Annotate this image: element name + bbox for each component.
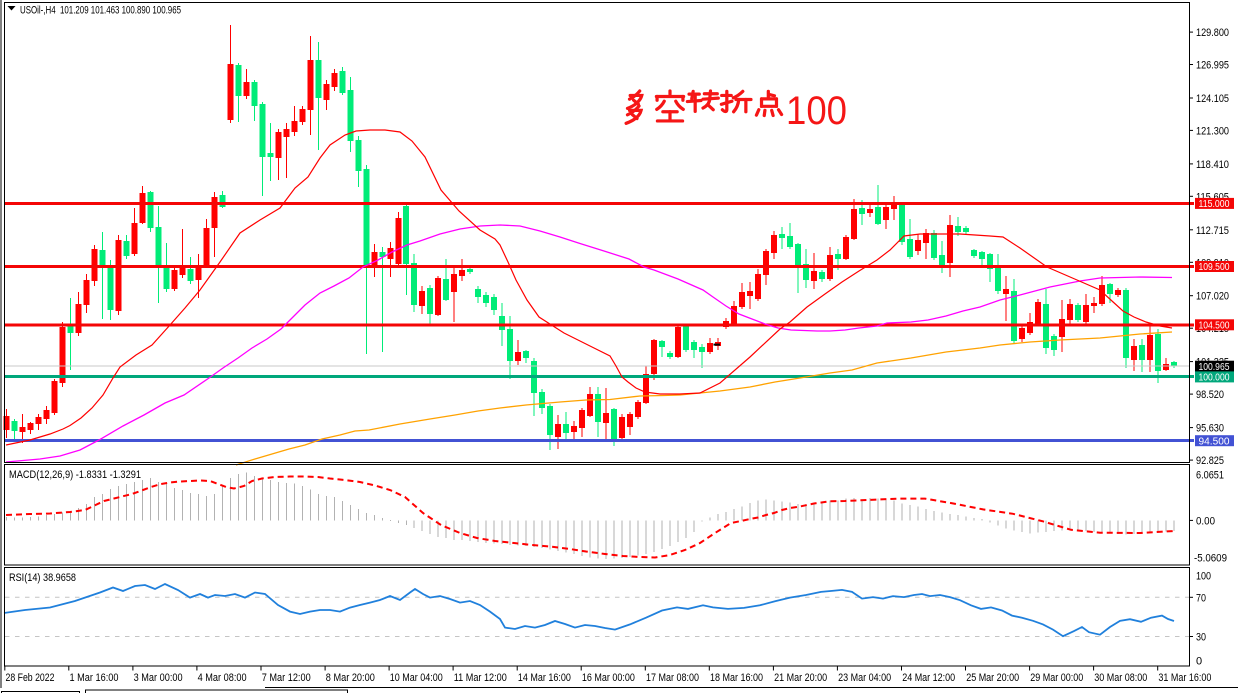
svg-text:24 Mar 12:00: 24 Mar 12:00 [902,672,955,684]
svg-text:16 Mar 00:00: 16 Mar 00:00 [582,672,635,684]
svg-text:0.00: 0.00 [1196,516,1215,528]
svg-text:7 Mar 12:00: 7 Mar 12:00 [262,672,311,684]
svg-text:100.965: 100.965 [1199,362,1230,373]
svg-text:21 Mar 20:00: 21 Mar 20:00 [774,672,827,684]
svg-text:30 Mar 08:00: 30 Mar 08:00 [1094,672,1147,684]
svg-text:129.800: 129.800 [1196,27,1229,39]
svg-text:126.995: 126.995 [1196,60,1229,72]
svg-text:28 Feb 2022: 28 Feb 2022 [6,672,55,684]
svg-text:94.500: 94.500 [1199,436,1230,447]
svg-text:-5.0609: -5.0609 [1194,553,1227,565]
svg-text:30: 30 [1196,632,1206,644]
svg-text:100: 100 [1196,571,1211,583]
svg-text:31 Mar 16:00: 31 Mar 16:00 [1158,672,1211,684]
svg-text:100: 100 [786,89,847,133]
svg-text:29 Mar 00:00: 29 Mar 00:00 [1030,672,1083,684]
svg-text:MACD(12,26,9) -1.8331 -1.3291: MACD(12,26,9) -1.8331 -1.3291 [9,469,141,481]
svg-text:18 Mar 16:00: 18 Mar 16:00 [710,672,763,684]
svg-text:112.715: 112.715 [1196,225,1229,237]
svg-text:17 Mar 08:00: 17 Mar 08:00 [646,672,699,684]
svg-text:104.500: 104.500 [1199,320,1230,331]
svg-text:USOil-,H4 101.209 101.463 100: USOil-,H4 101.209 101.463 100.890 100.96… [20,5,181,17]
svg-text:23 Mar 04:00: 23 Mar 04:00 [838,672,891,684]
svg-text:11 Mar 12:00: 11 Mar 12:00 [454,672,507,684]
svg-text:3 Mar 00:00: 3 Mar 00:00 [134,672,183,684]
svg-text:92.825: 92.825 [1196,455,1224,467]
svg-text:98.520: 98.520 [1196,389,1224,401]
svg-text:4 Mar 08:00: 4 Mar 08:00 [198,672,247,684]
svg-text:10 Mar 04:00: 10 Mar 04:00 [390,672,443,684]
svg-text:100.000: 100.000 [1199,373,1230,384]
svg-text:118.410: 118.410 [1196,159,1229,171]
svg-text:121.300: 121.300 [1196,125,1229,137]
svg-text:6.0651: 6.0651 [1196,470,1224,482]
svg-text:25 Mar 20:00: 25 Mar 20:00 [966,672,1019,684]
svg-text:107.020: 107.020 [1196,291,1229,303]
svg-text:115.000: 115.000 [1199,199,1230,210]
svg-text:124.105: 124.105 [1196,93,1229,105]
svg-text:8 Mar 20:00: 8 Mar 20:00 [326,672,375,684]
svg-text:95.630: 95.630 [1196,423,1224,435]
svg-text:0: 0 [1196,656,1202,668]
svg-text:RSI(14) 38.9658: RSI(14) 38.9658 [9,572,76,584]
svg-text:70: 70 [1196,592,1206,604]
svg-text:1 Mar 16:00: 1 Mar 16:00 [70,672,119,684]
svg-text:109.500: 109.500 [1199,262,1230,273]
svg-text:14 Mar 16:00: 14 Mar 16:00 [518,672,571,684]
